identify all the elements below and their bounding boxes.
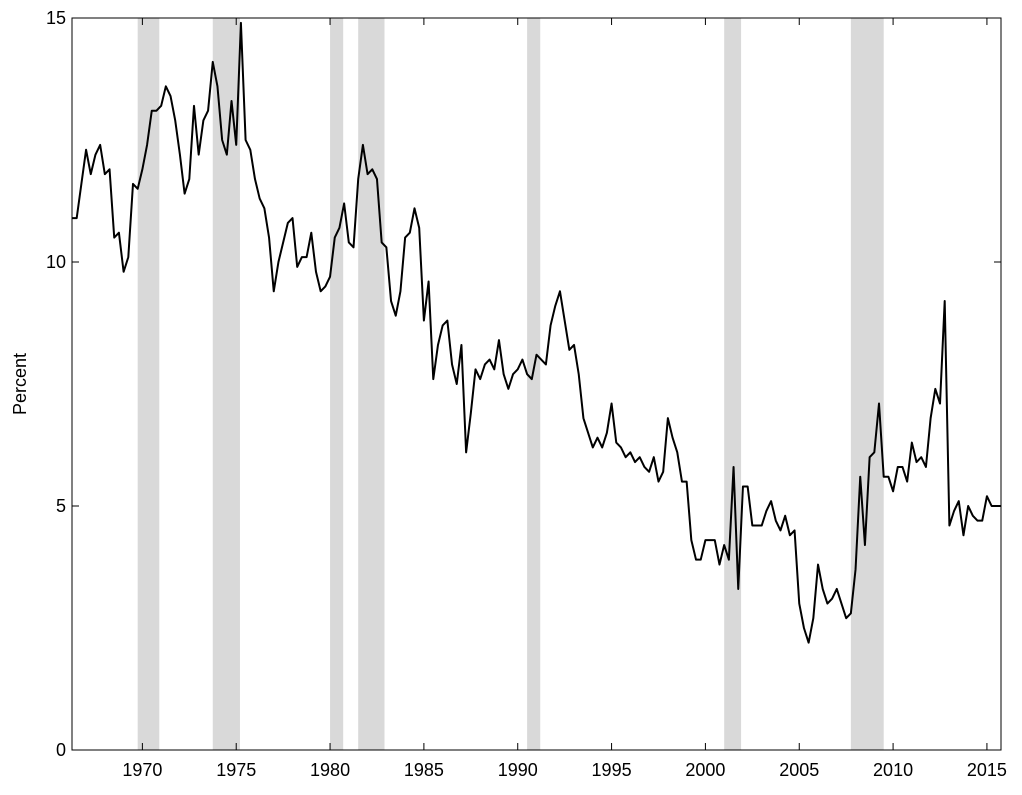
recession-band-5 (527, 18, 541, 750)
x-tick-label: 1995 (592, 760, 632, 780)
x-tick-label: 1975 (216, 760, 256, 780)
y-tick-label: 5 (56, 496, 66, 516)
recession-band-3 (330, 18, 344, 750)
recession-band-1 (137, 18, 160, 750)
recession-band-6 (724, 18, 742, 750)
y-tick-label: 10 (46, 252, 66, 272)
series-line-group (72, 21, 1001, 644)
y-tick-label: 15 (46, 8, 66, 28)
x-tick-label: 2015 (967, 760, 1007, 780)
tick-labels-group: 1970 1975 1980 1985 1990 1995 2000 2005 2010 2015… (46, 8, 1007, 780)
series-line-1 (72, 21, 1001, 644)
x-tick-label: 2000 (685, 760, 725, 780)
plot-frame (71, 17, 1002, 751)
recession-band-7 (850, 18, 884, 750)
x-tick-label: 2010 (873, 760, 913, 780)
y-tick-label: 0 (56, 740, 66, 760)
x-tick-label: 1990 (498, 760, 538, 780)
x-tick-label: 1985 (404, 760, 444, 780)
x-tick-label: 1970 (122, 760, 162, 780)
y-axis-label: Percent (10, 353, 30, 415)
x-tick-label: 2005 (779, 760, 819, 780)
x-tick-label: 1980 (310, 760, 350, 780)
recession-band-4 (358, 18, 385, 750)
